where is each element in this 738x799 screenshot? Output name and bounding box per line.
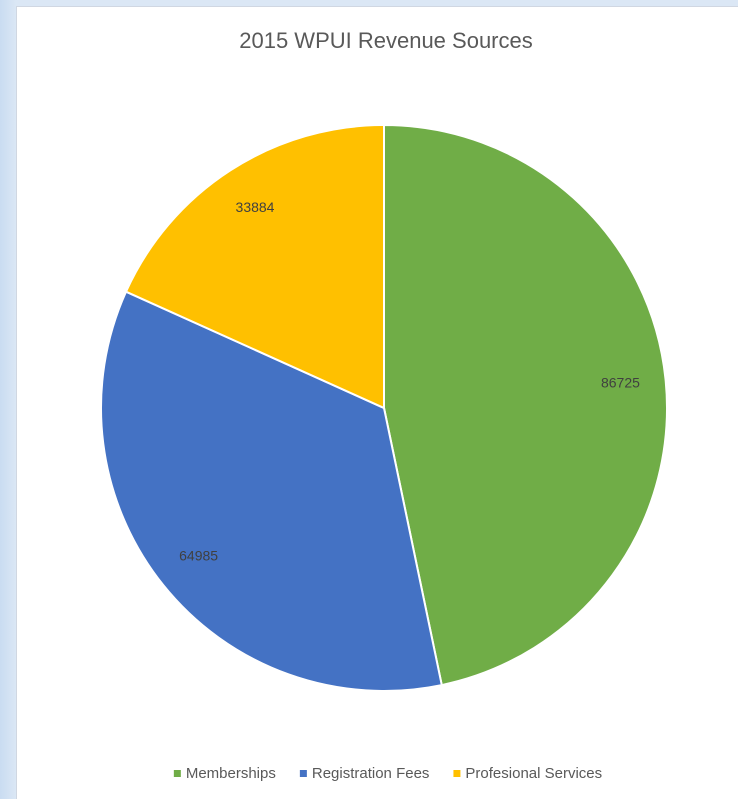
legend-label: Memberships xyxy=(186,765,276,782)
legend-label: Registration Fees xyxy=(312,765,430,782)
data-label: 86725 xyxy=(601,374,640,390)
chart-title: 2015 WPUI Revenue Sources xyxy=(239,28,533,53)
data-label: 64985 xyxy=(179,548,218,564)
legend-swatch xyxy=(299,770,307,777)
data-label: 33884 xyxy=(236,199,275,215)
pie-slice xyxy=(124,123,385,410)
legend-label: Profesional Services xyxy=(465,765,602,782)
pie-slice xyxy=(383,123,668,687)
legend-swatch xyxy=(453,770,461,777)
legend-swatch xyxy=(173,770,181,777)
pie-slice xyxy=(100,290,443,692)
